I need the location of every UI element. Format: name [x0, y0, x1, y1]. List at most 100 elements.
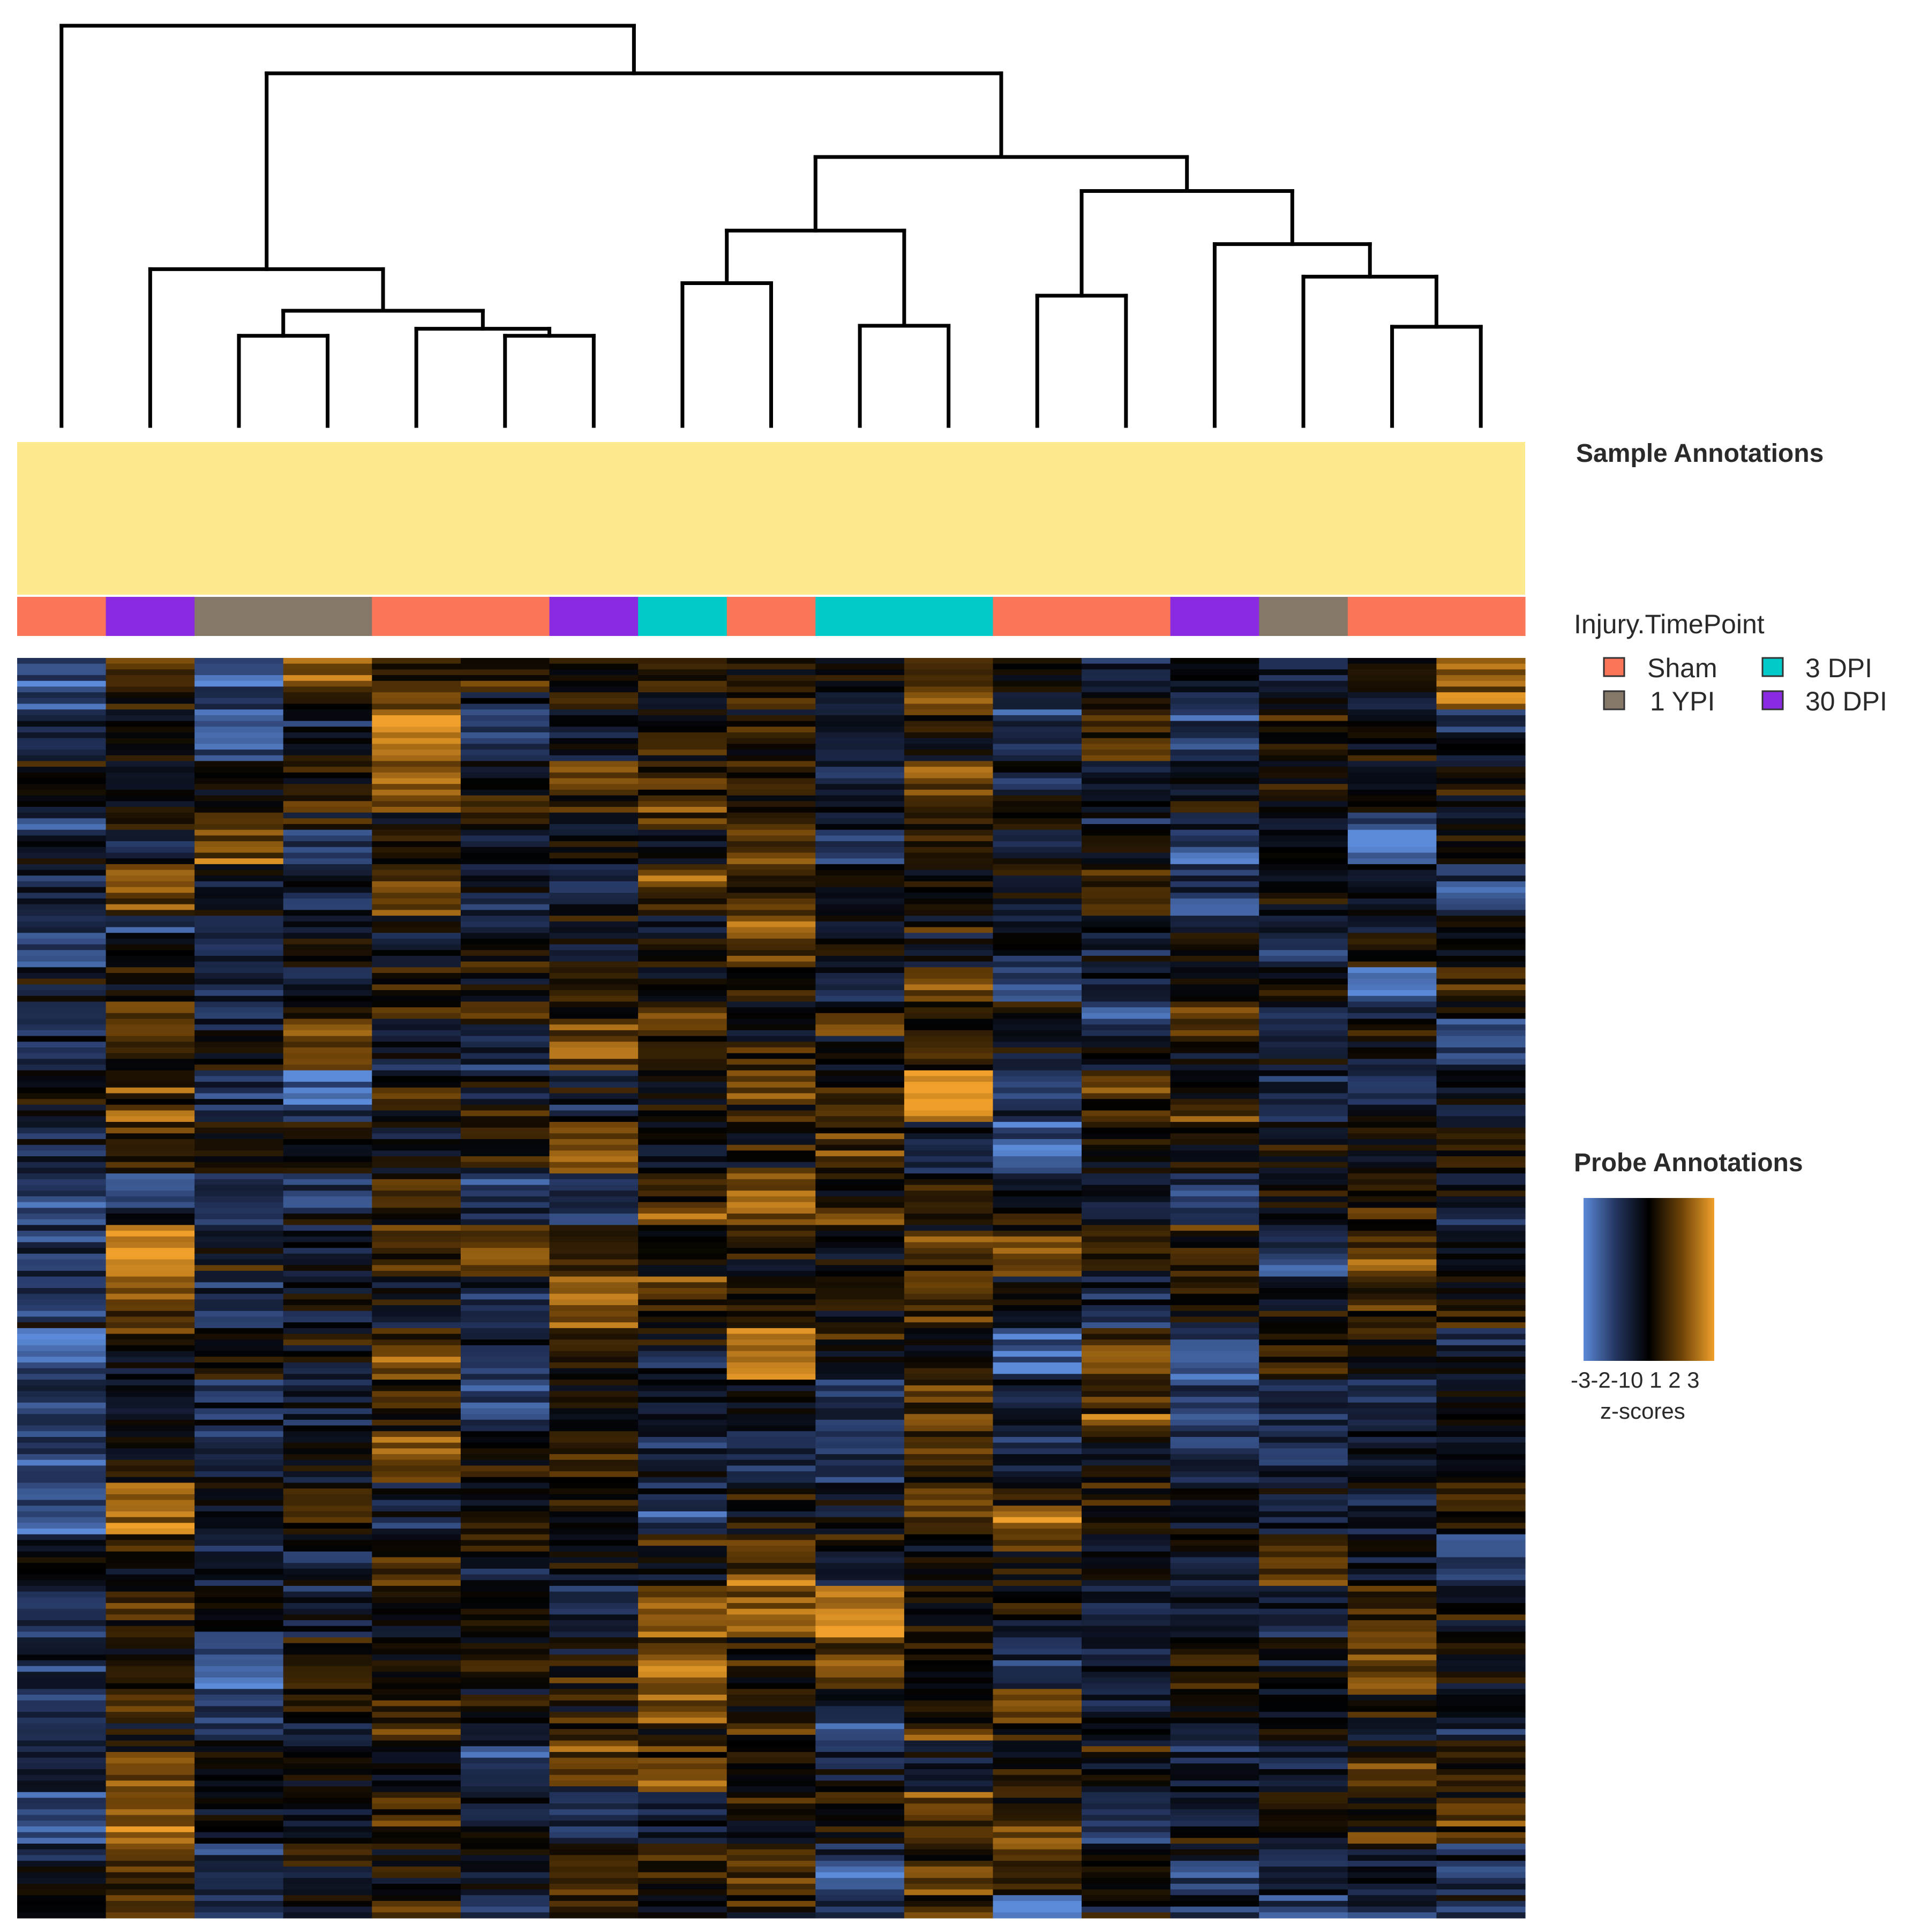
heatmap-cell — [372, 1465, 461, 1472]
heatmap-cell — [815, 761, 905, 767]
heatmap-cell — [372, 955, 461, 962]
heatmap-cell — [460, 1585, 550, 1592]
heatmap-cell — [194, 1774, 284, 1781]
heatmap-cell — [726, 1546, 816, 1552]
heatmap-cell — [283, 1620, 372, 1627]
heatmap-cell — [549, 1631, 639, 1638]
heatmap-cell — [283, 1757, 372, 1764]
heatmap-cell — [283, 1798, 372, 1804]
heatmap-cell — [460, 1849, 550, 1855]
heatmap-cell — [194, 1849, 284, 1855]
heatmap-cell — [372, 1242, 461, 1248]
heatmap-cell — [549, 1672, 639, 1678]
heatmap-cell — [372, 698, 461, 705]
heatmap-cell — [17, 916, 107, 922]
heatmap-cell — [993, 1299, 1082, 1306]
heatmap-cell — [726, 1608, 816, 1615]
heatmap-cell — [904, 950, 994, 956]
heatmap-cell — [993, 1259, 1082, 1265]
heatmap-cell — [283, 1328, 372, 1335]
heatmap-cell — [372, 767, 461, 773]
heatmap-cell — [1259, 1156, 1348, 1163]
heatmap-cell — [106, 1053, 195, 1059]
heatmap-cell — [993, 1087, 1082, 1094]
heatmap-cell — [17, 1459, 107, 1466]
heatmap-cell — [1082, 852, 1171, 859]
heatmap-cell — [194, 658, 284, 664]
heatmap-cell — [1170, 1689, 1259, 1695]
heatmap-cell — [460, 1104, 550, 1111]
heatmap-cell — [1170, 1608, 1259, 1615]
heatmap-cell — [1347, 1248, 1437, 1254]
heatmap-cell — [106, 1339, 195, 1346]
heatmap-cell — [1259, 1385, 1348, 1392]
injury-timepoint-bar — [17, 597, 1526, 636]
heatmap-cell — [1259, 1695, 1348, 1701]
heatmap-cell — [638, 921, 727, 928]
heatmap-cell — [638, 1740, 727, 1747]
heatmap-cell — [549, 938, 639, 945]
heatmap-cell — [1170, 870, 1259, 876]
heatmap-cell — [106, 1282, 195, 1289]
heatmap-cell — [460, 1551, 550, 1558]
heatmap-cell — [638, 1104, 727, 1111]
heatmap-cell — [549, 698, 639, 705]
heatmap-cell — [17, 841, 107, 848]
heatmap-cell — [1170, 663, 1259, 670]
heatmap-cell — [283, 1070, 372, 1077]
heatmap-cell — [726, 1190, 816, 1197]
heatmap-cell — [904, 1832, 994, 1838]
heatmap-cell — [1347, 1144, 1437, 1151]
heatmap-cell — [1347, 1608, 1437, 1615]
heatmap-cell — [904, 1666, 994, 1672]
heatmap-cell — [283, 1231, 372, 1237]
heatmap-cell — [372, 680, 461, 687]
heatmap-cell — [549, 1299, 639, 1306]
heatmap-cell — [106, 789, 195, 796]
heatmap-cell — [372, 933, 461, 939]
heatmap-cell — [549, 1826, 639, 1833]
heatmap-cell — [904, 1614, 994, 1621]
heatmap-cell — [460, 1431, 550, 1437]
heatmap-cell — [638, 1357, 727, 1363]
heatmap-cell — [638, 761, 727, 767]
heatmap-cell — [549, 1431, 639, 1437]
heatmap-cell — [1082, 1477, 1171, 1484]
heatmap-cell — [993, 1397, 1082, 1403]
heatmap-cell — [106, 1889, 195, 1896]
heatmap-cell — [1436, 1322, 1526, 1329]
heatmap-cell — [1082, 715, 1171, 722]
heatmap-cell — [17, 1345, 107, 1352]
heatmap-cell — [1259, 1585, 1348, 1592]
heatmap-cell — [460, 1844, 550, 1850]
heatmap-cell — [549, 806, 639, 813]
heatmap-cell — [372, 1557, 461, 1563]
heatmap-cell — [1082, 1798, 1171, 1804]
heatmap-cell — [1347, 1150, 1437, 1157]
heatmap-cell — [1082, 767, 1171, 773]
heatmap-cell — [106, 1769, 195, 1776]
heatmap-cell — [17, 921, 107, 928]
heatmap-cell — [1347, 1746, 1437, 1753]
heatmap-cell — [1082, 772, 1171, 779]
heatmap-cell — [638, 927, 727, 933]
heatmap-cell — [904, 1316, 994, 1323]
heatmap-cell — [17, 864, 107, 871]
heatmap-cell — [17, 663, 107, 670]
heatmap-cell — [1082, 1585, 1171, 1592]
heatmap-cell — [283, 1345, 372, 1352]
heatmap-cell — [283, 847, 372, 853]
heatmap-cell — [283, 1821, 372, 1827]
heatmap-cell — [904, 1637, 994, 1644]
heatmap-cell — [1347, 1482, 1437, 1489]
heatmap-cell — [106, 1534, 195, 1540]
heatmap-cell — [904, 1774, 994, 1781]
heatmap-cell — [106, 1878, 195, 1884]
heatmap-cell — [904, 1442, 994, 1449]
heatmap-cell — [815, 1494, 905, 1501]
heatmap-cell — [17, 1236, 107, 1243]
heatmap-cell — [372, 1723, 461, 1729]
heatmap-cell — [17, 784, 107, 790]
heatmap-cell — [194, 955, 284, 962]
heatmap-cell — [194, 744, 284, 750]
